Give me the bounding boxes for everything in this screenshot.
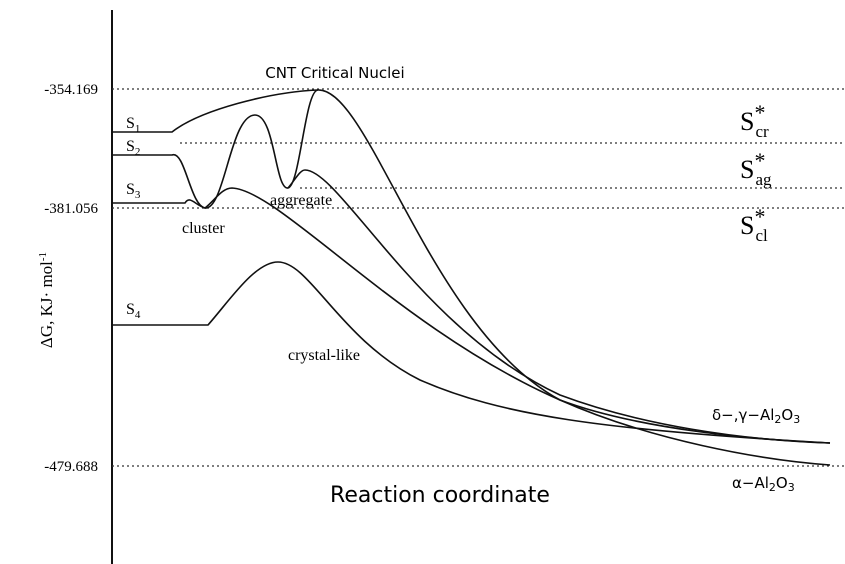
text: δ−,γ−Al <box>712 406 774 424</box>
sub: 2 <box>135 146 141 158</box>
curve-aggregate <box>287 169 831 444</box>
y-tick-label: -354.169 <box>44 82 98 98</box>
text: S <box>126 301 135 318</box>
sub: cr <box>755 122 769 141</box>
y-tick-label: -381.056 <box>44 201 98 217</box>
text: S <box>126 181 135 198</box>
sup: * <box>754 100 765 125</box>
y-tick-label: -479.688 <box>44 459 98 475</box>
sub: 3 <box>788 481 795 494</box>
curve-s4 <box>112 261 831 444</box>
annotations: cluster aggregate crystal-like <box>182 192 360 364</box>
text: S <box>126 115 135 132</box>
sup: -1 <box>37 252 49 261</box>
sub: 4 <box>135 309 141 321</box>
level-label: S* cr <box>740 100 769 141</box>
text: S <box>740 155 754 184</box>
text: S <box>740 211 754 240</box>
curve-s3 <box>112 187 831 444</box>
sub: 1 <box>135 123 141 135</box>
text: S <box>740 107 754 136</box>
state-label: S1 <box>126 115 140 135</box>
curve-s2 <box>112 89 319 209</box>
text: O <box>781 406 793 424</box>
state-label: S3 <box>126 181 141 201</box>
text: α−Al <box>732 474 769 492</box>
text: O <box>776 474 788 492</box>
product-labels: δ−,γ−Al2O3 α−Al2O3 <box>712 406 800 494</box>
state-label: S4 <box>126 301 141 321</box>
sub: 2 <box>769 481 776 494</box>
sub: ag <box>755 170 772 189</box>
product-label: α−Al2O3 <box>732 474 795 494</box>
sub: cl <box>755 226 768 245</box>
state-label: S2 <box>126 138 140 158</box>
text: S <box>126 138 135 155</box>
level-label: S* cl <box>740 204 768 245</box>
sub: 2 <box>774 413 781 426</box>
curve-s1 <box>112 89 831 466</box>
annotation: aggregate <box>270 192 332 209</box>
title: CNT Critical Nuclei <box>265 64 404 82</box>
sub: 3 <box>135 189 141 201</box>
y-ticks: -354.169 -381.056 -479.688 <box>44 82 98 475</box>
y-axis-label: ΔG, KJ· mol-1 <box>37 252 56 348</box>
annotation: crystal-like <box>288 347 360 364</box>
level-label: S* ag <box>740 148 772 189</box>
state-labels: S1 S2 S3 S4 <box>126 115 141 321</box>
product-label: δ−,γ−Al2O3 <box>712 406 800 426</box>
sup: * <box>754 148 765 173</box>
text: ΔG, KJ· mol <box>37 261 56 348</box>
level-labels: S* cr S* ag S* cl <box>740 100 772 245</box>
x-axis-label: Reaction coordinate <box>330 483 550 508</box>
annotation: cluster <box>182 220 225 237</box>
sup: * <box>754 204 765 229</box>
sub: 3 <box>793 413 800 426</box>
